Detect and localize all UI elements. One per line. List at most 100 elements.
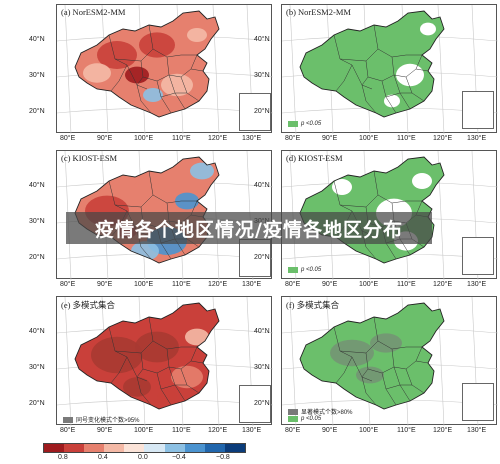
model-agreement-area xyxy=(330,339,374,367)
field-blob xyxy=(171,365,203,389)
latitude-label: 20°N xyxy=(29,254,45,261)
longitude-label: 110°E xyxy=(172,281,191,288)
latitude-label: 20°N xyxy=(29,108,45,115)
field-blob xyxy=(131,179,163,203)
longitude-label: 130°E xyxy=(467,135,487,142)
south-china-sea-inset-a xyxy=(239,93,271,131)
latitude-label: 30°N xyxy=(254,364,270,371)
panel-title-a: (a) NorESM2-MM xyxy=(61,7,126,17)
panel-title-c: (c) KIOST-ESM xyxy=(61,153,118,163)
south-china-sea-inset-f xyxy=(462,383,494,421)
longitude-label: 90°E xyxy=(97,427,113,434)
colorbar-segment xyxy=(224,444,245,452)
colorbar-segment xyxy=(44,444,65,452)
map-svg-e xyxy=(57,297,273,426)
longitude-label: 90°E xyxy=(322,281,338,288)
longitude-label: 80°E xyxy=(285,281,301,288)
longitude-label: 120°E xyxy=(208,281,228,288)
legend-models-f: 显著模式个数>80% xyxy=(288,407,353,416)
field-blob xyxy=(125,66,149,84)
colorbar-segment xyxy=(104,444,125,452)
longitude-label: 80°E xyxy=(60,281,76,288)
longitude-label: 80°E xyxy=(60,135,76,142)
insignificant-area xyxy=(332,179,352,195)
latitude-label: 30°N xyxy=(29,364,45,371)
longitude-label: 120°E xyxy=(433,427,453,434)
map-svg-c xyxy=(57,151,273,280)
model-agreement-area xyxy=(356,366,384,384)
colorbar-segment xyxy=(164,444,185,452)
longitude-label: 110°E xyxy=(397,281,416,288)
longitude-label: 100°E xyxy=(359,427,379,434)
legend-p005-f: p <0.05 xyxy=(288,416,321,422)
panel-title-f: (f) 多模式集合 xyxy=(286,300,340,310)
longitude-label: 110°E xyxy=(172,135,191,142)
colorbar xyxy=(43,443,246,453)
legend-p005-d: p <0.05 xyxy=(288,267,321,273)
field-blob xyxy=(131,241,159,261)
panel-title-d: (d) KIOST-ESM xyxy=(286,153,343,163)
map-svg-b xyxy=(282,5,498,134)
field-blob xyxy=(135,331,179,363)
insignificant-area xyxy=(420,22,436,36)
south-china-sea-inset-d xyxy=(462,237,494,275)
latitude-label: 30°N xyxy=(29,72,45,79)
colorbar-tick-label: 0.4 xyxy=(98,454,108,461)
latitude-label: 40°N xyxy=(254,36,270,43)
field-blob xyxy=(157,390,177,404)
insignificant-area xyxy=(384,94,400,108)
longitude-label: 90°E xyxy=(322,427,338,434)
latitude-label: 40°N xyxy=(29,182,45,189)
map-panel-a: (a) NorESM2-MM xyxy=(56,4,273,134)
colorbar-tick-label: −0.4 xyxy=(172,454,186,461)
latitude-label: 40°N xyxy=(29,328,45,335)
colorbar-segment xyxy=(84,444,105,452)
insignificant-area xyxy=(396,63,424,87)
south-china-sea-inset-c xyxy=(239,239,271,277)
longitude-label: 130°E xyxy=(242,281,262,288)
latitude-label: 20°N xyxy=(254,254,270,261)
latitude-label: 40°N xyxy=(254,328,270,335)
map-svg-a xyxy=(57,5,273,134)
map-panel-e: (e) 多模式集合 同号变化模式个数>95% xyxy=(56,296,273,426)
map-panel-f: (f) 多模式集合 显著模式个数>80% p <0.05 xyxy=(281,296,498,426)
latitude-label: 40°N xyxy=(254,182,270,189)
longitude-label: 110°E xyxy=(397,427,416,434)
field-blob xyxy=(139,32,175,58)
field-blob xyxy=(190,162,214,180)
overlay-banner: 疫情各个地区情况/疫情各地区分布 xyxy=(66,212,432,244)
longitude-label: 80°E xyxy=(60,427,76,434)
longitude-label: 120°E xyxy=(433,281,453,288)
longitude-label: 100°E xyxy=(359,135,379,142)
model-agreement-area xyxy=(370,333,402,353)
legend-agreement-e: 同号变化模式个数>95% xyxy=(63,415,140,424)
longitude-label: 130°E xyxy=(467,427,487,434)
colorbar-segment xyxy=(204,444,225,452)
longitude-label: 100°E xyxy=(134,427,154,434)
colorbar-segment xyxy=(124,444,145,452)
longitude-label: 120°E xyxy=(208,135,228,142)
colorbar-segment xyxy=(64,444,85,452)
longitude-label: 120°E xyxy=(208,427,228,434)
colorbar-tick-label: 0.0 xyxy=(138,454,148,461)
longitude-label: 120°E xyxy=(433,135,453,142)
field-blob xyxy=(185,328,209,346)
latitude-label: 20°N xyxy=(29,400,45,407)
longitude-label: 90°E xyxy=(97,135,113,142)
longitude-label: 80°E xyxy=(285,427,301,434)
south-china-sea-inset-b xyxy=(462,91,494,129)
longitude-label: 130°E xyxy=(467,281,487,288)
panel-title-e: (e) 多模式集合 xyxy=(61,300,116,310)
colorbar-segment xyxy=(184,444,205,452)
field-blob xyxy=(83,63,111,83)
field-blob xyxy=(187,28,207,42)
longitude-label: 100°E xyxy=(359,281,379,288)
longitude-label: 90°E xyxy=(322,135,338,142)
longitude-label: 130°E xyxy=(242,427,262,434)
legend-p005-b: p <0.05 xyxy=(288,121,321,127)
colorbar-tick-label: 0.8 xyxy=(58,454,68,461)
longitude-label: 100°E xyxy=(134,281,154,288)
south-china-sea-inset-e xyxy=(239,385,271,423)
latitude-label: 20°N xyxy=(254,108,270,115)
field-blob xyxy=(123,377,151,397)
